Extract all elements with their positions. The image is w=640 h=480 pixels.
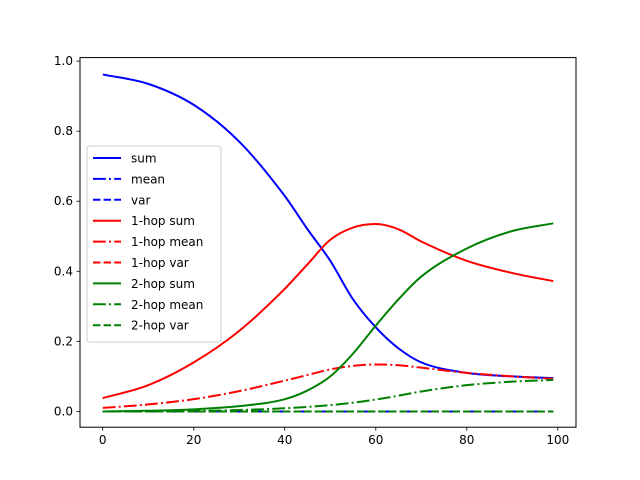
y-tick-label: 0.0 — [54, 404, 73, 418]
plot-series — [102, 73, 554, 413]
y-tick-label: 1.0 — [54, 54, 73, 68]
x-tick-label: 20 — [186, 433, 201, 447]
y-tick-label: 0.6 — [54, 194, 73, 208]
axes-frame — [79, 57, 577, 428]
x-tick-label: 40 — [277, 433, 292, 447]
legend-label: 2-hop var — [131, 319, 189, 333]
y-tick-label: 0.8 — [54, 124, 73, 138]
series-line-1-hop-sum — [102, 223, 554, 400]
y-tick-label: 0.4 — [54, 264, 73, 278]
x-tick-label: 100 — [546, 433, 569, 447]
legend-label: sum — [131, 152, 157, 166]
axis-ticks: 0 20 40 60 80 100 0.0 0.2 0.4 0.6 0.8 1.0 — [54, 54, 569, 447]
x-tick-label: 60 — [368, 433, 383, 447]
legend-label: var — [131, 193, 150, 207]
series-line-1-hop-mean — [102, 363, 554, 409]
legend-box — [86, 145, 222, 343]
legend-label: 2-hop sum — [131, 277, 195, 291]
legend-label: 1-hop sum — [131, 214, 195, 228]
legend: sum mean var 1-hop sum 1-hop mean 1-hop var 2-… — [86, 145, 222, 343]
legend-label: 1-hop var — [131, 256, 189, 270]
x-tick-label: 80 — [459, 433, 474, 447]
legend-label: 2-hop mean — [131, 298, 203, 312]
legend-label: 1-hop mean — [131, 235, 203, 249]
series-line-2-hop-mean — [102, 378, 554, 413]
x-tick-label: 0 — [99, 433, 107, 447]
legend-label: mean — [131, 172, 165, 186]
y-tick-label: 0.2 — [54, 334, 73, 348]
series-line-2-hop-sum — [102, 222, 554, 413]
